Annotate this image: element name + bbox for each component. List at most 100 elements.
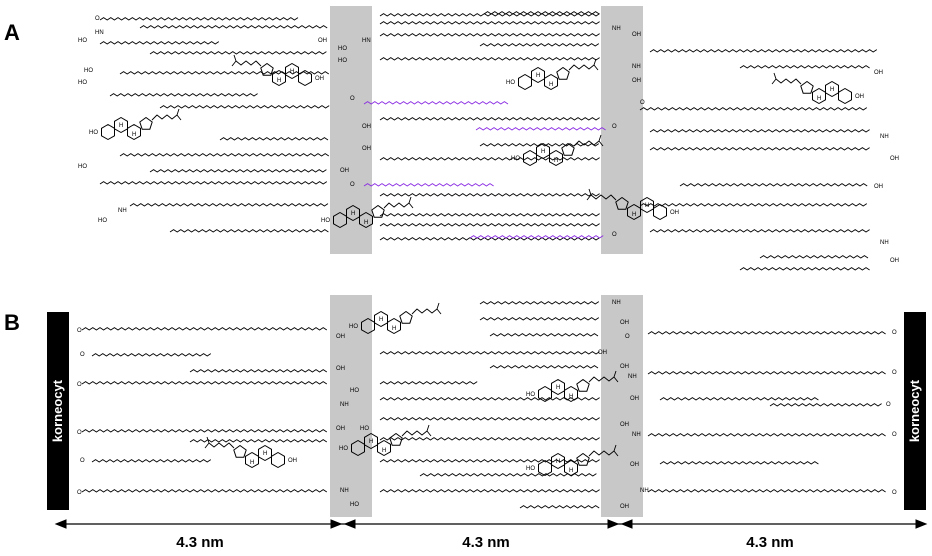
cyclopentane-ring	[561, 143, 575, 156]
atom-label-oh: OH	[874, 70, 883, 76]
isooctyl-tail	[231, 54, 262, 67]
atom-label-ho: HO	[338, 58, 347, 64]
atom-label-oh: OH	[362, 146, 371, 152]
band-a-right	[601, 6, 643, 254]
atom-label-nh: NH	[612, 26, 621, 32]
atom-label-o: O	[77, 430, 82, 436]
atom-label-ho: HO	[98, 218, 107, 224]
panel-a-chain	[483, 11, 600, 15]
panel-a-chain	[759, 255, 869, 259]
panel-a-chain	[379, 237, 600, 241]
panel-a-chain	[119, 153, 330, 157]
panel-a-letter: A	[4, 20, 20, 45]
atom-label-h: H	[369, 439, 373, 445]
steroid-ring	[364, 433, 378, 449]
steroid-ring	[387, 318, 401, 334]
atom-label-h: H	[549, 82, 553, 88]
steroid-ring	[272, 70, 286, 86]
panel-a-chain	[99, 181, 328, 185]
steroid-ring	[538, 460, 552, 476]
atom-label-h: H	[364, 220, 368, 226]
atom-label-o: O	[886, 402, 891, 408]
cyclopentane-ring	[371, 205, 385, 218]
panel-b-chain	[647, 489, 886, 493]
arrowhead-mid2-right	[620, 519, 633, 529]
atom-label-ho: HO	[350, 502, 359, 508]
atom-label-h: H	[263, 451, 267, 457]
atom-label-o: O	[625, 334, 630, 340]
steroid-ring	[640, 197, 654, 213]
steroid-ring	[518, 74, 532, 90]
atom-label-h: H	[569, 394, 573, 400]
steroid-ring	[127, 124, 141, 140]
panel-a-chain	[379, 57, 600, 61]
atom-label-oh: OH	[315, 76, 324, 82]
atom-label-oh: OH	[890, 258, 899, 264]
atom-label-oh: OH	[336, 366, 345, 372]
atom-label-o: O	[350, 182, 355, 188]
atom-label-oh: OH	[620, 320, 629, 326]
panel-a-chain	[639, 203, 868, 207]
steroid-ring	[359, 212, 373, 228]
cyclopentane-ring	[576, 379, 590, 392]
cholesterol: H H HO	[339, 424, 432, 456]
hydrocarbon-chains	[81, 11, 886, 509]
panel-a-chain	[129, 203, 329, 207]
cholesterol: H H HO	[321, 196, 414, 228]
atom-label-h: H	[556, 459, 560, 465]
atom-label-h: H	[541, 149, 545, 155]
atom-label-oh: OH	[670, 210, 679, 216]
panel-b-chain	[379, 381, 478, 385]
isooctyl-tail	[411, 302, 442, 315]
steroid-ring	[377, 440, 391, 456]
isooctyl-tail	[568, 58, 599, 71]
isooctyl-tail	[573, 134, 604, 147]
steroid-ring	[114, 117, 128, 133]
steroid-ring	[245, 452, 259, 468]
atom-label-h: H	[290, 69, 294, 75]
atom-label-ho: HO	[321, 218, 330, 224]
steroid-ring	[101, 124, 115, 140]
atom-label-h: H	[250, 460, 254, 466]
atom-label-nh: NH	[340, 488, 349, 494]
atom-label-oh: OH	[630, 396, 639, 402]
atom-label-ho: HO	[78, 164, 87, 170]
panel-b-chain	[419, 473, 597, 477]
atom-label-oh: OH	[630, 462, 639, 468]
atom-label-ho: HO	[84, 68, 93, 74]
arrowhead-mid1-left	[330, 519, 343, 529]
panel-b-chain	[769, 403, 882, 407]
panel-b-chain	[659, 397, 819, 401]
atom-label-ho: HO	[338, 46, 347, 52]
panel-a-chain	[379, 213, 600, 217]
cholesterol: H H HO	[349, 302, 442, 334]
dimension-bar	[54, 519, 928, 529]
atom-label-oh: OH	[318, 38, 327, 44]
corneocyte-right-label: korneocyt	[907, 379, 922, 442]
cholesterol: H H OH	[204, 436, 297, 468]
steroid-ring	[838, 88, 852, 104]
panel-a-chain	[379, 21, 600, 25]
atom-label-oh: OH	[336, 334, 345, 340]
unsaturated-chain	[475, 127, 606, 131]
atom-label-oh: OH	[620, 364, 629, 370]
panel-b-chain	[81, 381, 328, 385]
steroid-ring	[653, 204, 667, 220]
arrowhead-right	[915, 519, 928, 529]
atom-label-ho: HO	[511, 156, 520, 162]
atom-label-oh: OH	[890, 156, 899, 162]
atom-label-oh: OH	[632, 78, 641, 84]
isooctyl-tail	[588, 370, 619, 383]
panel-b-letter: B	[4, 310, 20, 335]
atom-label-o: O	[612, 124, 617, 130]
cyclopentane-ring	[576, 453, 590, 466]
atom-label-nh: NH	[118, 208, 127, 214]
panel-b-chain	[479, 301, 600, 305]
atom-label-o: O	[80, 352, 85, 358]
panel-a-chain	[649, 49, 878, 53]
atom-label-o: O	[80, 458, 85, 464]
atom-label-o: O	[640, 100, 645, 106]
atom-label-ho: HO	[506, 80, 515, 86]
atom-label-oh: OH	[874, 184, 883, 190]
